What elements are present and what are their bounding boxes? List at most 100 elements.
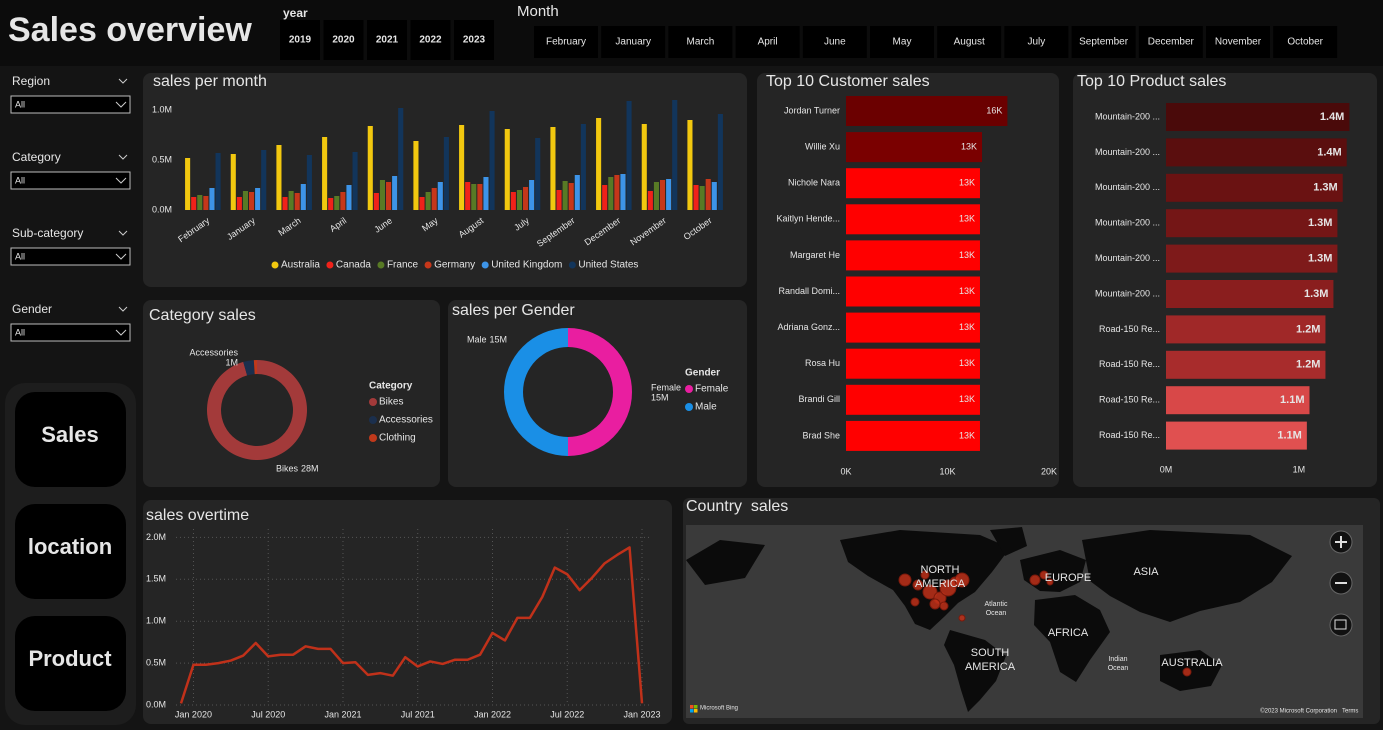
bar [626,101,632,210]
map-bubble [1182,667,1192,677]
page-title: Sales overview [8,11,252,49]
nav-button-label[interactable]: Product [28,646,112,671]
filter-dropdown[interactable] [10,323,131,342]
filter-label: Gender [12,302,52,316]
y-tick-label: Willie Xu [805,141,840,151]
year-button[interactable] [323,20,364,60]
y-tick-label: Margaret He [790,250,840,260]
donut-slice [243,360,255,376]
slice-label: Male [467,334,487,344]
year-button[interactable] [280,20,320,60]
month-button-label[interactable]: December [1148,37,1195,48]
month-button[interactable] [534,26,598,58]
x-tick-label: Jul 2021 [401,709,435,719]
bar [328,198,334,210]
map-label: EUROPE [1045,572,1091,584]
map-label: AFRICA [1048,627,1089,639]
map-label: SOUTH [971,647,1010,659]
year-button[interactable] [454,20,494,60]
legend-label: Australia [281,260,320,271]
y-tick-label: 2.0M [146,532,166,542]
legend-swatch [685,403,693,411]
month-button[interactable] [802,26,867,58]
bar [230,154,236,210]
legend-label: Female [695,384,729,395]
y-tick-label: Mountain-200 ... [1095,147,1160,157]
map-land [990,527,1027,556]
y-tick-label: Adriana Gonz... [777,322,840,332]
month-button-label[interactable]: April [758,37,778,48]
nav-button-label[interactable]: Sales [41,422,99,447]
bar [276,145,282,210]
bar [672,100,678,210]
month-button-label[interactable]: July [1028,37,1046,48]
filter-label: Category [12,150,61,164]
month-button-label[interactable]: March [687,37,715,48]
year-button-label[interactable]: 2021 [376,35,399,46]
bar [392,176,398,210]
month-button[interactable] [668,26,733,58]
y-tick-label: Rosa Hu [805,358,840,368]
chart-title: sales per Gender [452,302,575,319]
month-button[interactable] [601,26,666,58]
month-button-label[interactable]: October [1287,37,1323,48]
legend-label: United Kingdom [491,260,562,271]
month-button[interactable] [735,26,800,58]
bar [261,150,267,210]
month-button-label[interactable]: June [824,37,846,48]
bar [367,126,373,210]
bar [620,174,626,210]
filter-label: Region [12,74,50,88]
map-control[interactable] [1329,613,1353,637]
x-tick-label: 20K [1041,466,1057,476]
month-button[interactable] [1273,26,1338,58]
month-button[interactable] [937,26,1002,58]
filter-dropdown[interactable] [10,171,131,190]
filter-chevron [118,230,128,236]
bar [562,181,568,210]
year-button-label[interactable]: 2020 [332,35,355,46]
month-button-label[interactable]: November [1215,37,1262,48]
legend-label: France [387,260,419,271]
filter-dropdown[interactable] [10,95,131,114]
value-label: 16K [986,105,1002,115]
month-button[interactable] [1071,26,1136,58]
nav-button[interactable] [15,504,126,599]
dropdown-chevron [115,253,127,260]
x-tick-label: 0M [1160,464,1173,474]
year-button-label[interactable]: 2019 [289,35,312,46]
x-tick-label: Jan 2023 [623,709,660,719]
month-button[interactable] [1004,26,1069,58]
filter-chevron [118,306,128,312]
month-button[interactable] [1206,26,1270,58]
bar [386,182,392,210]
map-label: NORTH [921,564,960,576]
year-button-label[interactable]: 2023 [463,35,486,46]
month-button[interactable] [1138,26,1203,58]
map-terms[interactable]: Terms [1342,709,1358,715]
legend-swatch [424,261,432,269]
bar [1166,280,1334,308]
month-button-label[interactable]: January [615,37,651,48]
month-button-label[interactable]: August [954,37,985,48]
nav-button-label[interactable]: location [28,534,112,559]
filter-value: All [15,175,25,185]
select-icon [1334,619,1347,630]
month-button-label[interactable]: September [1079,37,1129,48]
bar [242,191,248,210]
y-tick-label: Randall Domi... [778,286,840,296]
bar [288,191,294,210]
nav-button[interactable] [15,392,126,487]
legend-title: Category [369,381,413,392]
month-button-label[interactable]: May [893,37,912,48]
year-button[interactable] [410,20,451,60]
month-button[interactable] [870,26,934,58]
filter-dropdown[interactable] [10,247,131,266]
nav-button[interactable] [15,616,126,711]
month-button-label[interactable]: February [546,37,586,48]
bar [340,192,346,210]
value-label: 1.3M [1308,253,1332,265]
year-button[interactable] [367,20,407,60]
year-button-label[interactable]: 2022 [419,35,442,46]
